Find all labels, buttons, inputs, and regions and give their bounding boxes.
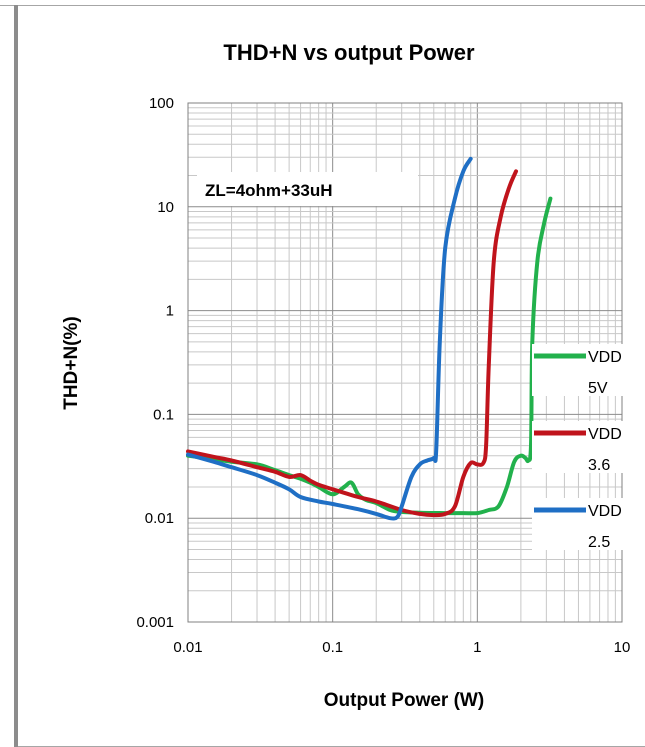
legend-label: 3.6 bbox=[588, 457, 610, 474]
chart-left-border bbox=[14, 5, 18, 747]
y-tick-label: 0.1 bbox=[153, 406, 174, 423]
x-axis-ticks: 0.01 0.1 1 10 bbox=[173, 639, 630, 656]
legend-entry-background bbox=[532, 344, 642, 396]
x-axis-title: Output Power (W) bbox=[324, 690, 484, 711]
x-tick-label: 10 bbox=[614, 639, 631, 656]
annotation-background bbox=[197, 172, 418, 206]
x-tick-label: 0.1 bbox=[322, 639, 343, 656]
y-axis-ticks: 0.001 0.01 0.1 1 10 100 bbox=[136, 95, 174, 631]
legend-label: VDD bbox=[588, 426, 622, 443]
y-tick-label: 100 bbox=[149, 95, 174, 112]
y-tick-label: 1 bbox=[166, 303, 174, 320]
legend-entry-background bbox=[532, 421, 642, 473]
y-tick-label: 0.01 bbox=[145, 510, 174, 527]
legend-label: 5V bbox=[588, 380, 608, 397]
annotation-label: ZL=4ohm+33uH bbox=[205, 181, 333, 200]
y-axis-title: THD+N(%) bbox=[61, 316, 82, 409]
series-lines bbox=[186, 156, 553, 521]
legend-label: VDD bbox=[588, 349, 622, 366]
legend-entry-background bbox=[532, 498, 642, 550]
legend-label: VDD bbox=[588, 503, 622, 520]
y-tick-label: 0.001 bbox=[136, 614, 174, 631]
x-tick-label: 1 bbox=[473, 639, 481, 656]
x-tick-label: 0.01 bbox=[173, 639, 202, 656]
legend-label: 2.5 bbox=[588, 534, 610, 551]
legend: VDD 5V VDD 3.6 VDD 2.5 bbox=[532, 344, 642, 551]
series-line-2 bbox=[186, 169, 518, 518]
series-line-3 bbox=[186, 156, 473, 521]
y-tick-label: 10 bbox=[157, 199, 174, 216]
chart-title: THD+N vs output Power bbox=[223, 40, 475, 65]
